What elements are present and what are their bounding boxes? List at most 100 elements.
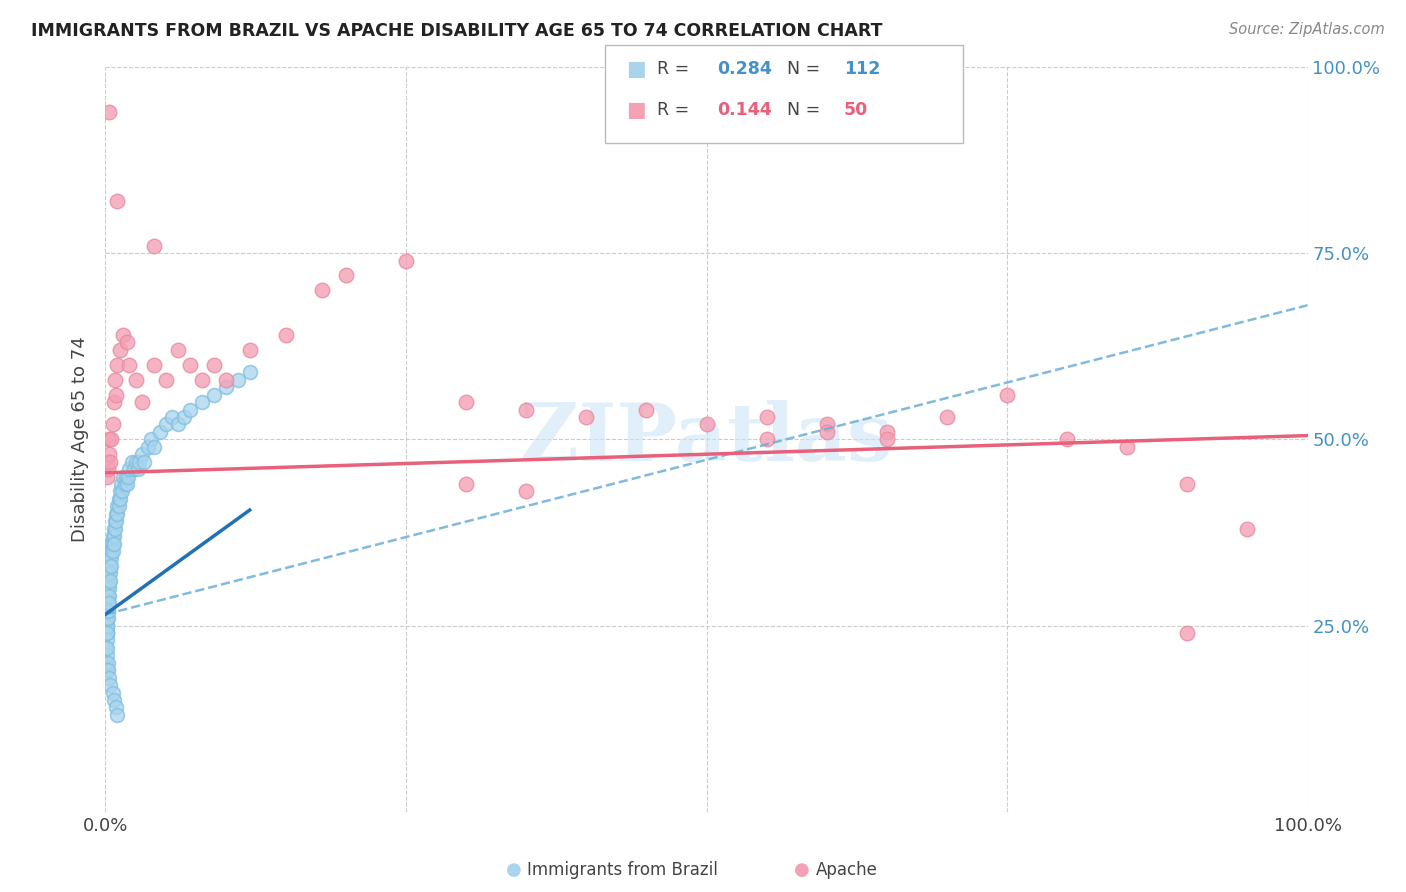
- Text: R =: R =: [657, 101, 700, 119]
- Point: [98, 544, 121, 558]
- Point: [97, 663, 120, 677]
- Point: [103, 522, 125, 536]
- Text: 50: 50: [844, 101, 868, 119]
- Text: N =: N =: [776, 101, 831, 119]
- Point: [96, 589, 118, 603]
- Point: [98, 433, 121, 447]
- Point: [96, 596, 118, 610]
- Point: [132, 455, 155, 469]
- Text: 112: 112: [844, 60, 880, 78]
- Point: [96, 604, 118, 618]
- Point: [97, 574, 120, 588]
- Point: [96, 589, 118, 603]
- Point: [98, 551, 121, 566]
- Point: [98, 455, 121, 469]
- Point: [98, 596, 121, 610]
- Point: [98, 104, 121, 119]
- Point: [112, 469, 135, 483]
- Point: [104, 373, 127, 387]
- Point: [454, 395, 477, 409]
- Text: ●: ●: [506, 861, 522, 879]
- Point: [114, 477, 136, 491]
- Point: [395, 253, 418, 268]
- Point: [166, 343, 188, 357]
- Point: [98, 566, 121, 581]
- Text: ■: ■: [626, 100, 645, 120]
- Text: ZIPatlas: ZIPatlas: [520, 401, 893, 478]
- Point: [96, 626, 118, 640]
- Point: [101, 417, 124, 432]
- Point: [98, 671, 121, 685]
- Point: [110, 477, 132, 491]
- Point: [108, 484, 131, 499]
- Point: [142, 238, 165, 252]
- Point: [108, 491, 131, 506]
- Point: [815, 425, 838, 439]
- Point: [124, 455, 146, 469]
- Point: [97, 589, 120, 603]
- Point: [111, 484, 134, 499]
- Point: [160, 409, 183, 424]
- Point: [202, 387, 225, 401]
- Point: [226, 373, 249, 387]
- Point: [107, 507, 129, 521]
- Point: [98, 558, 121, 573]
- Point: [166, 417, 188, 432]
- Point: [335, 268, 357, 283]
- Point: [96, 596, 118, 610]
- Point: [103, 395, 125, 409]
- Point: [115, 477, 138, 491]
- Point: [98, 558, 121, 573]
- Point: [121, 455, 143, 469]
- Text: R =: R =: [657, 60, 700, 78]
- Point: [876, 425, 898, 439]
- Point: [118, 358, 141, 372]
- Point: [103, 529, 125, 543]
- Point: [104, 514, 127, 528]
- Point: [105, 507, 128, 521]
- Point: [98, 447, 121, 461]
- Point: [101, 544, 124, 558]
- Point: [98, 678, 121, 692]
- Text: Source: ZipAtlas.com: Source: ZipAtlas.com: [1229, 22, 1385, 37]
- Point: [107, 707, 129, 722]
- Point: [98, 574, 121, 588]
- Point: [103, 693, 125, 707]
- Point: [96, 604, 118, 618]
- Point: [96, 604, 118, 618]
- Point: [755, 409, 778, 424]
- Point: [100, 558, 122, 573]
- Text: Immigrants from Brazil: Immigrants from Brazil: [527, 861, 718, 879]
- Point: [96, 596, 118, 610]
- Point: [239, 343, 262, 357]
- Point: [101, 685, 124, 699]
- Point: [100, 536, 122, 550]
- Point: [103, 536, 125, 550]
- Point: [815, 417, 838, 432]
- Point: [101, 536, 124, 550]
- Point: [96, 640, 118, 655]
- Point: [108, 343, 131, 357]
- Point: [96, 626, 118, 640]
- Point: [97, 604, 120, 618]
- Point: [100, 544, 122, 558]
- Point: [128, 455, 150, 469]
- Text: ●: ●: [794, 861, 810, 879]
- Point: [96, 611, 118, 625]
- Point: [127, 462, 149, 476]
- Point: [876, 433, 898, 447]
- Point: [118, 462, 141, 476]
- Point: [96, 611, 118, 625]
- Point: [97, 566, 120, 581]
- Point: [575, 409, 598, 424]
- Point: [96, 648, 118, 663]
- Text: ■: ■: [626, 59, 645, 78]
- Point: [105, 387, 128, 401]
- Point: [97, 656, 120, 670]
- Point: [96, 566, 118, 581]
- Point: [179, 358, 201, 372]
- Point: [142, 358, 165, 372]
- Point: [97, 589, 120, 603]
- Point: [101, 529, 124, 543]
- Y-axis label: Disability Age 65 to 74: Disability Age 65 to 74: [72, 336, 90, 542]
